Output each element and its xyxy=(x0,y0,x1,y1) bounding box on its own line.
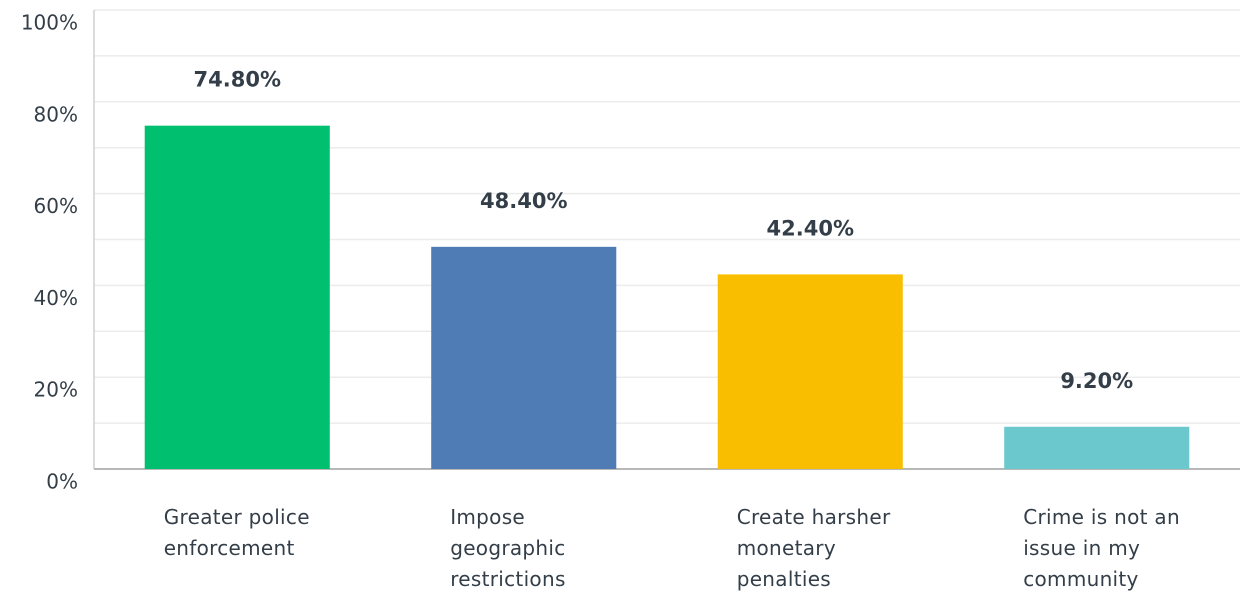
bar xyxy=(431,246,617,469)
x-tick-label: Impose geographic restrictions xyxy=(450,505,566,591)
y-tick-label: 0% xyxy=(46,470,78,494)
x-tick-label: Greater police enforcement xyxy=(163,505,310,560)
y-tick-label: 100% xyxy=(21,11,78,35)
bar xyxy=(717,274,903,469)
y-tick-label: 20% xyxy=(34,378,78,402)
value-label: 42.40% xyxy=(767,216,854,240)
x-tick-label: Crime is not an issue in my community xyxy=(1023,505,1180,591)
value-label: 9.20% xyxy=(1060,369,1133,393)
bar xyxy=(144,125,330,469)
value-label: 74.80% xyxy=(194,68,281,92)
value-label: 48.40% xyxy=(480,189,567,213)
y-tick-label: 80% xyxy=(34,102,78,126)
y-tick-label: 60% xyxy=(34,194,78,218)
x-tick-label: Create harsher monetary penalties xyxy=(736,505,891,591)
y-tick-label: 40% xyxy=(34,286,78,310)
bar xyxy=(1004,426,1190,469)
